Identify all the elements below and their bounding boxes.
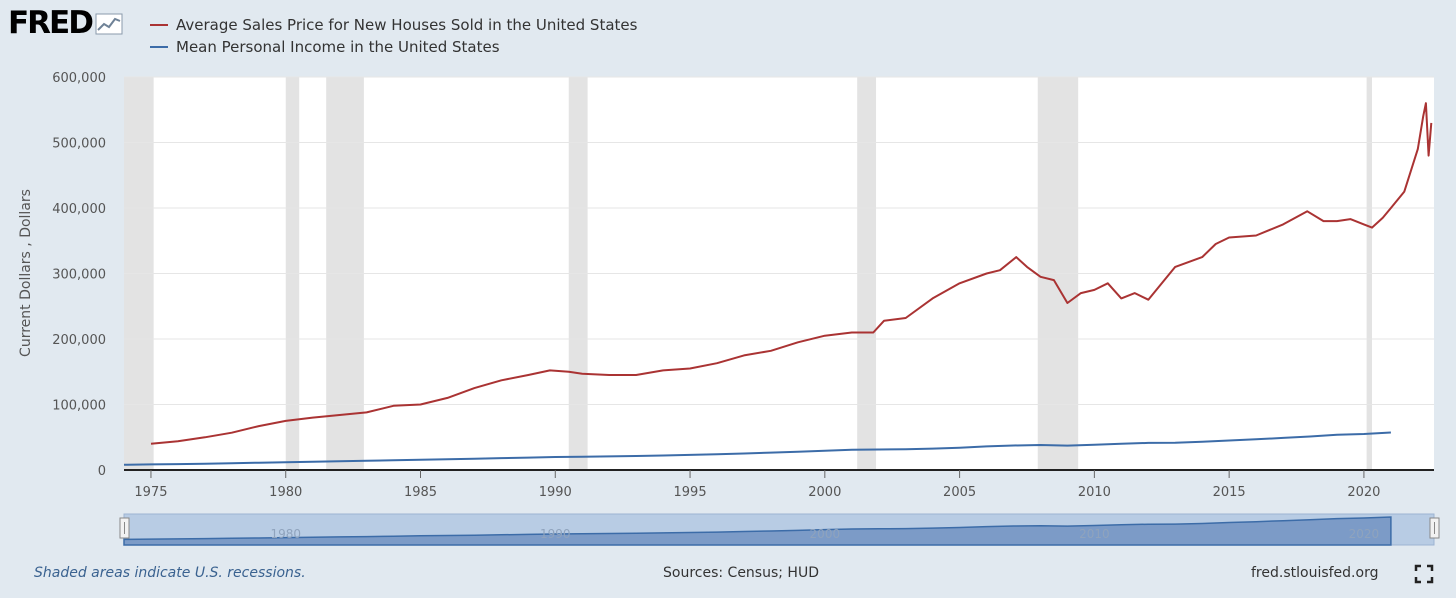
legend: Average Sales Price for New Houses Sold … bbox=[150, 14, 637, 58]
y-tick-label: 300,000 bbox=[52, 268, 106, 283]
y-tick-label: 0 bbox=[98, 464, 106, 479]
chart: 0 100,000 200,000 300,000 400,000 500,000 600,… bbox=[18, 71, 1440, 546]
fullscreen-icon[interactable] bbox=[1414, 564, 1434, 584]
legend-label: Mean Personal Income in the United State… bbox=[176, 38, 500, 56]
x-tick-label: 1975 bbox=[134, 485, 167, 500]
navigator-tick-label: 2000 bbox=[810, 527, 841, 541]
navigator-tick-label: 2010 bbox=[1079, 527, 1110, 541]
x-tick-label: 2000 bbox=[808, 485, 841, 500]
recession-note: Shaded areas indicate U.S. recessions. bbox=[34, 565, 306, 581]
navigator-tick-label: 1990 bbox=[540, 527, 571, 541]
site-link[interactable]: fred.stlouisfed.org bbox=[1251, 565, 1379, 581]
navigator-tick-label: 1980 bbox=[270, 527, 301, 541]
x-tick-label: 2005 bbox=[943, 485, 976, 500]
fred-logo[interactable]: FRED bbox=[8, 8, 123, 39]
x-tick-label: 2010 bbox=[1078, 485, 1111, 500]
x-tick-label: 1980 bbox=[269, 485, 302, 500]
navigator-series bbox=[123, 516, 1392, 546]
x-tick-label: 1985 bbox=[404, 485, 437, 500]
y-tick-label: 100,000 bbox=[52, 399, 106, 414]
logo-text: FRED bbox=[8, 5, 94, 41]
legend-item-house-price[interactable]: Average Sales Price for New Houses Sold … bbox=[150, 14, 637, 36]
series-line-income bbox=[123, 431, 1391, 466]
x-tick-label: 2015 bbox=[1213, 485, 1246, 500]
x-tick-label: 1995 bbox=[674, 485, 707, 500]
x-tick-label: 2020 bbox=[1347, 485, 1380, 500]
series-line-house-price bbox=[150, 102, 1433, 445]
y-axis-label: Current Dollars , Dollars bbox=[18, 189, 34, 357]
legend-item-income[interactable]: Mean Personal Income in the United State… bbox=[150, 36, 637, 58]
y-tick-label: 600,000 bbox=[52, 71, 106, 86]
y-tick-label: 400,000 bbox=[52, 202, 106, 217]
navigator[interactable]: 1980 1990 2000 2010 2020 bbox=[119, 513, 1440, 546]
x-tick-label: 1990 bbox=[539, 485, 572, 500]
legend-label: Average Sales Price for New Houses Sold … bbox=[176, 16, 638, 34]
y-tick-label: 200,000 bbox=[52, 333, 106, 348]
navigator-tick-label: 2020 bbox=[1349, 527, 1380, 541]
chart-line-icon bbox=[95, 13, 123, 34]
y-tick-label: 500,000 bbox=[52, 137, 106, 152]
source-text: Sources: Census; HUD bbox=[663, 565, 819, 581]
legend-swatch-red bbox=[150, 24, 168, 26]
legend-swatch-blue bbox=[150, 46, 168, 48]
